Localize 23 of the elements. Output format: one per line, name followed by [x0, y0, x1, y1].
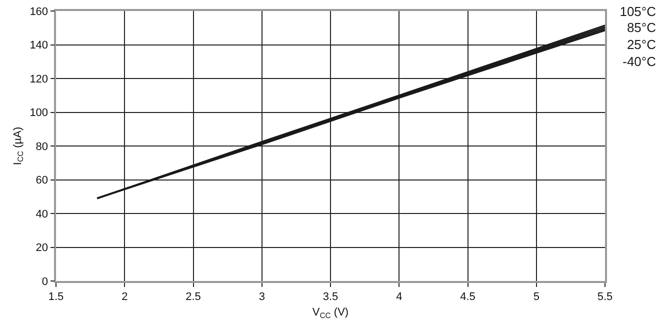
x-tick-label: 5.5 [597, 290, 613, 303]
x-tick-label: 5 [533, 290, 540, 303]
x-tick-label: 2.5 [186, 290, 201, 303]
y-tick-label: 160 [30, 6, 48, 18]
text: -40°C [622, 54, 656, 69]
x-tick-label: 1.5 [48, 290, 64, 303]
series-label: 25°C [626, 37, 656, 52]
x-tick-label: 3.5 [322, 290, 338, 303]
y-tick-label: 100 [30, 107, 48, 120]
series-label: 85°C [626, 20, 656, 35]
series-label: 105°C [620, 4, 656, 19]
x-tick-label: 2 [122, 290, 128, 303]
y-tick-label: 0 [42, 276, 48, 288]
y-tick-label: 120 [30, 73, 48, 86]
y-tick-label: 80 [36, 140, 48, 153]
y-tick-label: 20 [36, 242, 48, 254]
x-tick-label: 4.5 [460, 290, 476, 303]
y-tick-label: 40 [36, 208, 48, 220]
y-tick-label: 140 [30, 40, 48, 52]
y-tick-label: 60 [36, 174, 48, 187]
x-tick-label: 3 [258, 290, 265, 303]
x-tick-label: 4 [396, 290, 402, 303]
x-axis-title: V$_{CC}$ (V) [312, 306, 349, 320]
